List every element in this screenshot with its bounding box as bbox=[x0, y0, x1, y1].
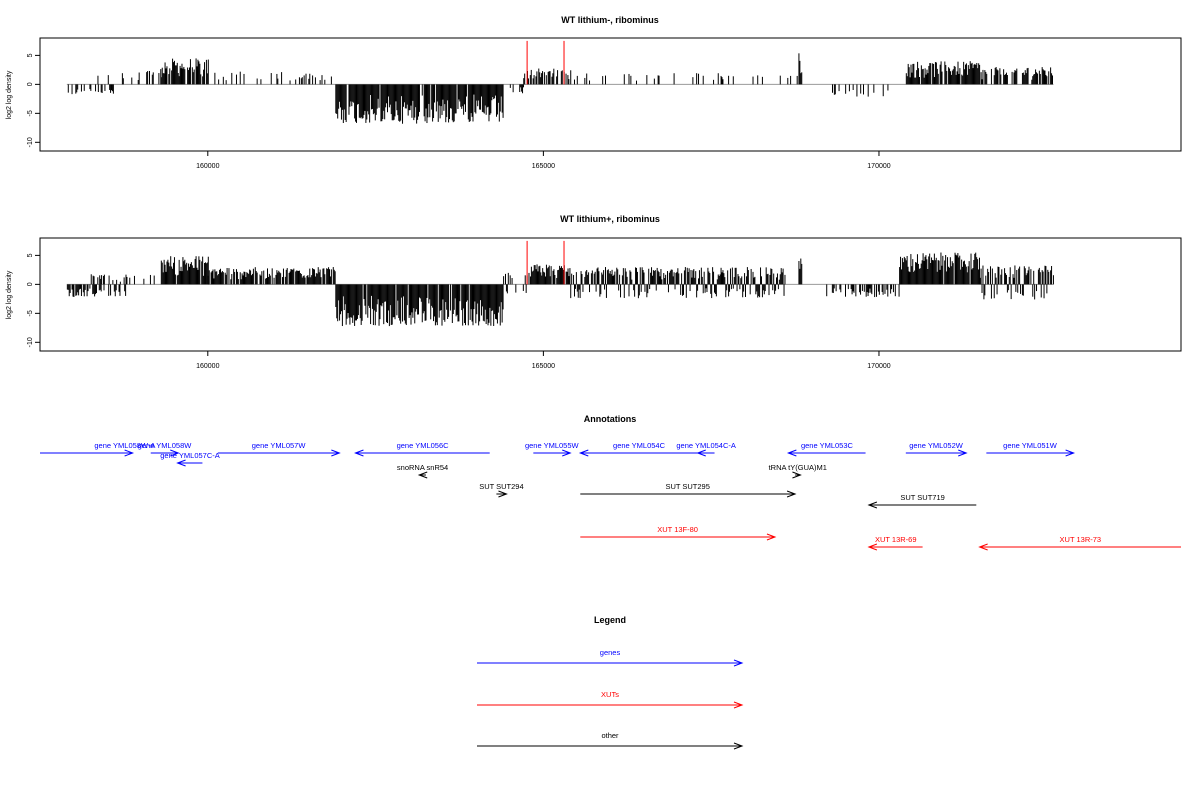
feature-label: gene YML057W bbox=[252, 441, 307, 450]
arrowhead-right bbox=[498, 490, 508, 498]
legend-label: other bbox=[601, 731, 619, 740]
feature-label: SUT SUT295 bbox=[665, 482, 709, 491]
feature-label: gene YML058W bbox=[138, 441, 193, 450]
bars-group bbox=[66, 240, 1054, 327]
y-tick-label: 5 bbox=[27, 53, 34, 57]
arrowhead-right bbox=[124, 449, 135, 457]
feature-label: gene YML058W-A bbox=[94, 441, 155, 450]
feature-label: gene YML052W bbox=[909, 441, 964, 450]
feature-label: gene YML057C-A bbox=[160, 451, 219, 460]
legend-title: Legend bbox=[594, 615, 626, 625]
y-tick-label: -5 bbox=[27, 310, 34, 316]
arrowhead-right bbox=[331, 449, 341, 457]
x-tick-label: 165000 bbox=[532, 363, 555, 370]
legend-arrowhead bbox=[733, 659, 744, 667]
feature-label: gene YML051W bbox=[1003, 441, 1058, 450]
plot-frame bbox=[39, 37, 1182, 152]
feature-label: gene YML054C-A bbox=[676, 441, 735, 450]
x-tick-label: 170000 bbox=[867, 163, 890, 170]
x-tick-label: 160000 bbox=[196, 163, 219, 170]
y-tick-label: -10 bbox=[27, 337, 34, 347]
legend-label: genes bbox=[600, 648, 621, 657]
arrowhead-right bbox=[1065, 449, 1076, 457]
legend-entries: genes XUTs other bbox=[477, 648, 744, 750]
x-tick-label: 165000 bbox=[532, 163, 555, 170]
arrowhead-left bbox=[978, 543, 988, 551]
feature-label: XUT 13R-69 bbox=[875, 535, 917, 544]
feature-label: snoRNA snR54 bbox=[397, 463, 448, 472]
arrowhead-left bbox=[354, 449, 364, 457]
bars-group bbox=[66, 40, 1054, 124]
feature-label: gene YML055W bbox=[525, 441, 580, 450]
y-tick-label: 0 bbox=[27, 282, 34, 286]
legend-label: XUTs bbox=[601, 690, 619, 699]
axes-group: 5 0 -5 -10 160000 165000 170000 bbox=[27, 253, 891, 370]
y-tick-label: 0 bbox=[27, 82, 34, 86]
arrowhead-right bbox=[958, 449, 968, 457]
arrowhead-left bbox=[176, 459, 186, 467]
legend-arrowhead bbox=[733, 742, 744, 750]
y-axis-label: log2 log density bbox=[6, 270, 13, 319]
x-tick-label: 160000 bbox=[196, 363, 219, 370]
arrowhead-right bbox=[786, 490, 797, 498]
arrowhead-left bbox=[867, 501, 878, 509]
feature-label: SUT SUT719 bbox=[900, 493, 944, 502]
y-tick-label: -5 bbox=[27, 110, 34, 116]
y-tick-label: 5 bbox=[27, 253, 34, 257]
y-tick-label: -10 bbox=[27, 137, 34, 147]
feature-label: gene YML054C bbox=[613, 441, 666, 450]
annotations-title: Annotations bbox=[584, 414, 637, 424]
panel-title: WT lithium-, ribominus bbox=[561, 15, 659, 25]
legend-arrowhead bbox=[733, 701, 744, 709]
axes-group: 5 0 -5 -10 160000 165000 170000 bbox=[27, 53, 891, 170]
arrowhead-left bbox=[417, 471, 428, 479]
coverage-panel-lithium-minus: WT lithium-, ribominus log2 log density … bbox=[6, 15, 1182, 170]
panel-title: WT lithium+, ribominus bbox=[560, 214, 660, 224]
arrowhead-left bbox=[578, 449, 589, 457]
coverage-panel-lithium-plus: WT lithium+, ribominus log2 log density … bbox=[6, 214, 1182, 370]
feature-label: gene YML056C bbox=[397, 441, 450, 450]
arrowhead-left bbox=[696, 449, 706, 457]
x-tick-label: 170000 bbox=[867, 363, 890, 370]
feature-label: SUT SUT294 bbox=[479, 482, 523, 491]
arrowhead-right bbox=[562, 449, 572, 457]
arrowhead-left bbox=[867, 543, 878, 551]
arrowhead-right bbox=[766, 533, 777, 541]
plot-frame bbox=[39, 237, 1182, 352]
legend-panel: Legend genes XUTs other bbox=[477, 615, 744, 750]
arrowhead-right bbox=[170, 449, 180, 457]
y-axis-label: log2 log density bbox=[6, 70, 13, 119]
arrowhead-left bbox=[786, 449, 797, 457]
arrowhead-right bbox=[792, 471, 802, 479]
feature-label: gene YML053C bbox=[801, 441, 854, 450]
feature-label: XUT 13F-80 bbox=[657, 525, 698, 534]
feature-label: XUT 13R-73 bbox=[1060, 535, 1102, 544]
feature-label: tRNA tY(GUA)M1 bbox=[769, 463, 827, 472]
